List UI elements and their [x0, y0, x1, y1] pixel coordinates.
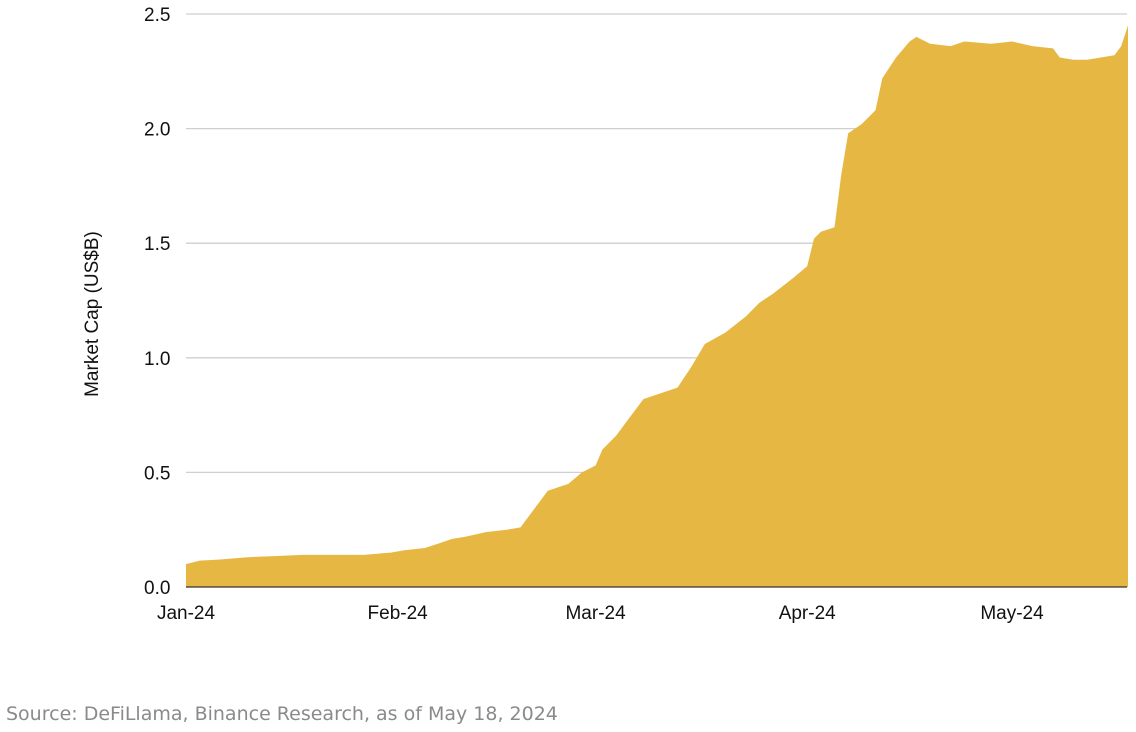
- y-tick-label: 1.0: [144, 349, 170, 370]
- source-note: Source: DeFiLlama, Binance Research, as …: [6, 703, 558, 725]
- y-tick-label: 2.0: [144, 120, 170, 141]
- x-tick-label: Jan-24: [157, 603, 216, 624]
- x-tick-label: Apr-24: [779, 603, 836, 624]
- x-axis-ticks: Jan-24 Feb-24 Mar-24 Apr-24 May-24: [157, 603, 1044, 624]
- y-tick-label: 0.0: [144, 578, 170, 599]
- y-tick-label: 0.5: [144, 463, 170, 484]
- x-tick-label: May-24: [980, 603, 1044, 624]
- y-axis-title: Market Cap (US$B): [82, 231, 103, 397]
- area-chart: 0.0 0.5 1.0 1.5 2.0 2.5 Jan-24 Feb-24 Mar-24 Apr…: [82, 5, 1128, 624]
- x-tick-label: Feb-24: [368, 603, 429, 624]
- y-tick-label: 2.5: [144, 5, 170, 26]
- market-cap-area: [186, 25, 1128, 587]
- y-tick-label: 1.5: [144, 234, 170, 255]
- x-tick-label: Mar-24: [565, 603, 626, 624]
- y-axis-ticks: 0.0 0.5 1.0 1.5 2.0 2.5: [144, 5, 170, 599]
